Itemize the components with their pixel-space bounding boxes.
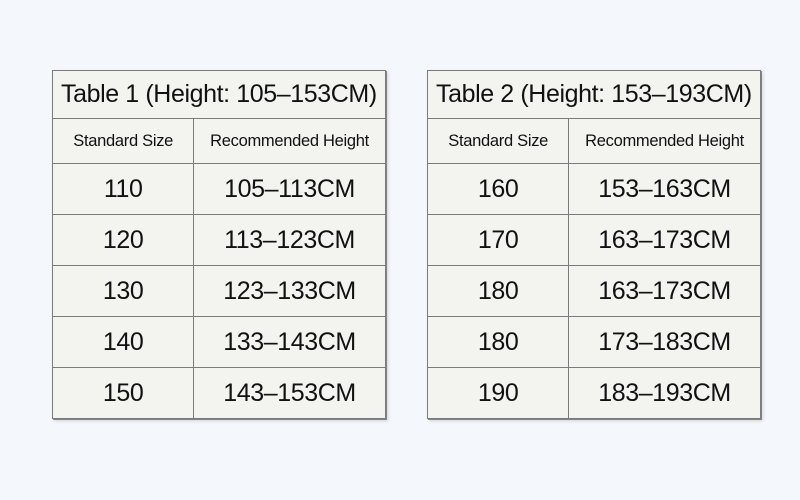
cell-standard-size: 130 bbox=[51, 265, 195, 317]
table-row: 170 163–173CM bbox=[426, 214, 761, 266]
table-row: 150 143–153CM bbox=[51, 367, 386, 419]
cell-standard-size: 140 bbox=[51, 316, 195, 368]
size-table-2: Table 2 (Height: 153–193CM) Standard Siz… bbox=[426, 70, 761, 419]
table-row: 110 105–113CM bbox=[51, 163, 386, 215]
cell-recommended-height: 163–173CM bbox=[568, 214, 761, 266]
cell-standard-size: 190 bbox=[426, 367, 570, 419]
column-header-recommended-height: Recommended Height bbox=[193, 118, 386, 164]
cell-standard-size: 180 bbox=[426, 265, 570, 317]
cell-standard-size: 180 bbox=[426, 316, 570, 368]
cell-standard-size: 120 bbox=[51, 214, 195, 266]
cell-standard-size: 160 bbox=[426, 163, 570, 215]
cell-recommended-height: 173–183CM bbox=[568, 316, 761, 368]
table-row: 120 113–123CM bbox=[51, 214, 386, 266]
cell-recommended-height: 105–113CM bbox=[193, 163, 386, 215]
cell-recommended-height: 143–153CM bbox=[193, 367, 386, 419]
table-title: Table 1 (Height: 105–153CM) bbox=[52, 70, 386, 119]
cell-standard-size: 150 bbox=[51, 367, 195, 419]
cell-recommended-height: 133–143CM bbox=[193, 316, 386, 368]
column-header-standard-size: Standard Size bbox=[51, 118, 195, 164]
table-header-row: Standard Size Recommended Height bbox=[51, 118, 386, 164]
column-header-recommended-height: Recommended Height bbox=[568, 118, 761, 164]
cell-recommended-height: 153–163CM bbox=[568, 163, 761, 215]
table-row: 130 123–133CM bbox=[51, 265, 386, 317]
cell-standard-size: 110 bbox=[51, 163, 195, 215]
cell-recommended-height: 183–193CM bbox=[568, 367, 761, 419]
table-title-row: Table 1 (Height: 105–153CM) bbox=[52, 70, 386, 119]
table-row: 160 153–163CM bbox=[426, 163, 761, 215]
cell-recommended-height: 163–173CM bbox=[568, 265, 761, 317]
table-title: Table 2 (Height: 153–193CM) bbox=[427, 70, 761, 119]
size-table-1: Table 1 (Height: 105–153CM) Standard Siz… bbox=[51, 70, 386, 419]
cell-standard-size: 170 bbox=[426, 214, 570, 266]
table-title-row: Table 2 (Height: 153–193CM) bbox=[427, 70, 761, 119]
table-header-row: Standard Size Recommended Height bbox=[426, 118, 761, 164]
table-row: 140 133–143CM bbox=[51, 316, 386, 368]
cell-recommended-height: 123–133CM bbox=[193, 265, 386, 317]
cell-recommended-height: 113–123CM bbox=[193, 214, 386, 266]
table-row: 180 163–173CM bbox=[426, 265, 761, 317]
table-row: 190 183–193CM bbox=[426, 367, 761, 419]
column-header-standard-size: Standard Size bbox=[426, 118, 570, 164]
table-row: 180 173–183CM bbox=[426, 316, 761, 368]
